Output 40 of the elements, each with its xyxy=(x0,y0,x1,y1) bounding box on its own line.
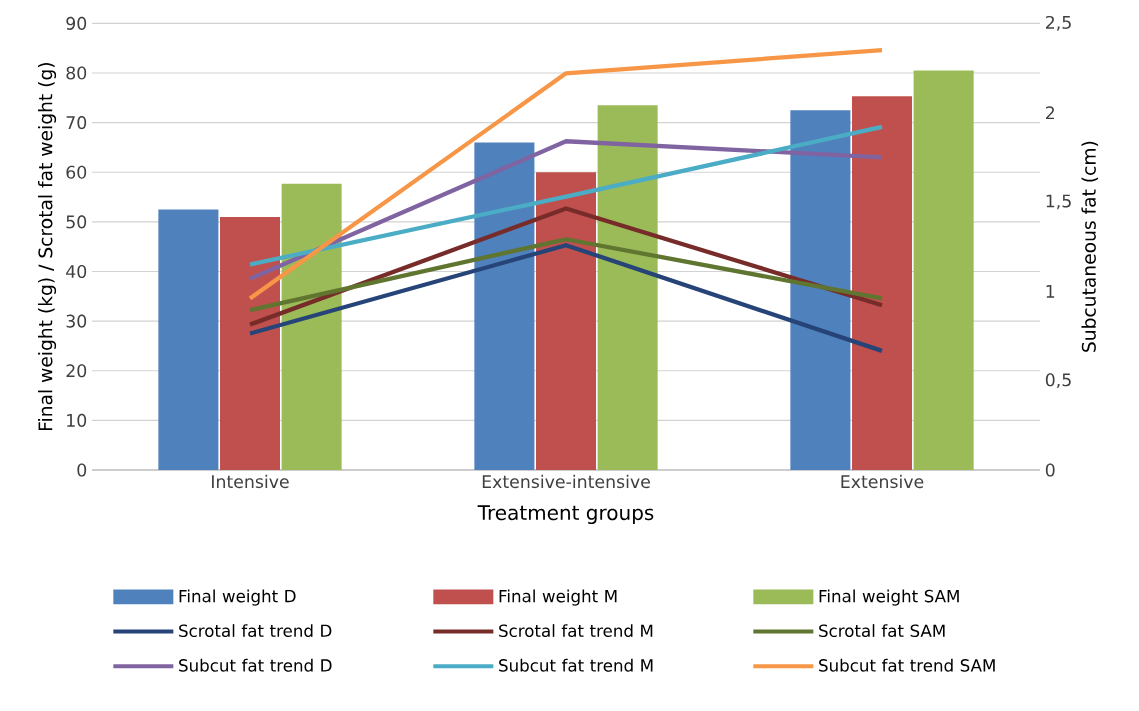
y2-tick-label: 1 xyxy=(1046,285,1055,298)
y2-tick-label: 0 xyxy=(1045,463,1055,477)
bar xyxy=(851,96,913,470)
bar xyxy=(597,105,658,470)
legend-label: Scrotal fat trend M xyxy=(499,624,653,638)
bar xyxy=(219,216,281,470)
x-tick-label: Extensive-intensive xyxy=(482,474,650,489)
y-tick-label: 80 xyxy=(66,66,87,80)
y-tick-label: 10 xyxy=(67,413,87,427)
y2-tick-label: 2,5 xyxy=(1046,15,1071,31)
y-tick-label: 30 xyxy=(66,314,87,328)
bar xyxy=(535,172,597,470)
y-tick-label: 40 xyxy=(66,264,87,279)
y-axis-title: Final weight (kg) / Scrotal fat weight (g) xyxy=(38,63,57,431)
legend-label: Subcut fat trend D xyxy=(179,658,332,672)
bar xyxy=(790,110,851,470)
y2-tick-label: 2 xyxy=(1046,106,1055,120)
y-tick-label: 60 xyxy=(66,165,87,179)
legend-label: Final weight M xyxy=(499,589,617,606)
legend-label: Scrotal fat SAM xyxy=(819,624,945,638)
y2-axis-title: Subcutaneous fat (cm) xyxy=(1081,141,1099,352)
bar xyxy=(281,183,342,470)
y-tick-label: 90 xyxy=(66,16,87,30)
legend-label: Final weight SAM xyxy=(819,589,959,606)
y2-tick-label: 1,5 xyxy=(1046,194,1071,210)
legend-label: Scrotal fat trend D xyxy=(179,624,332,638)
y-tick-label: 50 xyxy=(66,215,87,229)
y-tick-label: 0 xyxy=(77,463,87,477)
y-tick-label: 20 xyxy=(66,364,87,378)
x-axis-title: Treatment groups xyxy=(477,505,654,525)
x-tick-label: Extensive xyxy=(841,474,924,489)
legend-label: Subcut fat trend SAM xyxy=(819,658,995,672)
legend-label: Final weight D xyxy=(179,589,296,606)
bar xyxy=(158,209,219,470)
y2-tick-label: 0,5 xyxy=(1045,373,1071,389)
y-tick-label: 70 xyxy=(66,116,87,130)
bar xyxy=(474,142,535,470)
legend-label: Subcut fat trend M xyxy=(499,658,653,672)
x-tick-label: Intensive xyxy=(212,474,289,489)
bar xyxy=(913,70,974,470)
